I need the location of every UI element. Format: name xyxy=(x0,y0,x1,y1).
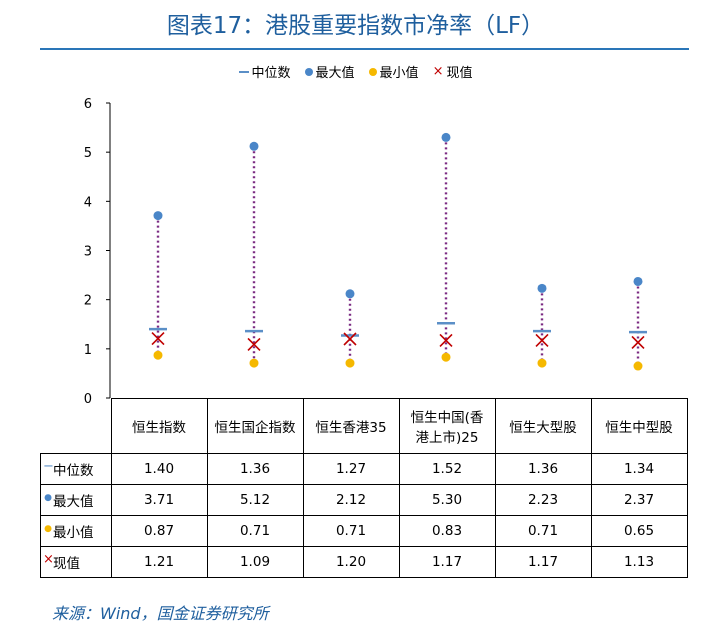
table-row: ●最大值 3.71 5.12 2.12 5.30 2.23 2.37 xyxy=(40,483,688,516)
value-cell: 1.34 xyxy=(590,452,688,485)
y-tick-label: 3 xyxy=(84,245,92,260)
legend: 中位数 最大值 最小值 × 现值 xyxy=(0,62,711,81)
legend-current-label: 现值 xyxy=(446,66,473,81)
value-cell: 1.20 xyxy=(302,545,400,578)
min-point xyxy=(633,361,643,371)
y-tick-label: 1 xyxy=(84,343,92,358)
value-cell: 2.37 xyxy=(590,483,688,516)
max-dot-icon xyxy=(304,67,313,76)
current-mark xyxy=(247,337,261,351)
min-dot-icon xyxy=(368,67,377,76)
min-point xyxy=(249,358,259,368)
median-marker-icon xyxy=(238,70,249,73)
value-cell: 0.71 xyxy=(206,514,304,547)
max-point xyxy=(441,132,451,142)
value-cell: 3.71 xyxy=(110,483,208,516)
current-mark xyxy=(631,335,645,350)
value-cell: 5.30 xyxy=(398,483,496,516)
y-tick-label: 6 xyxy=(84,97,92,112)
value-cell: 0.87 xyxy=(110,514,208,547)
current-mark xyxy=(535,333,549,348)
legend-median-label: 中位数 xyxy=(251,66,291,81)
value-cell: 0.65 xyxy=(590,514,688,547)
value-cell: 2.23 xyxy=(494,483,592,516)
category-label: 恒生国企指数 xyxy=(214,419,296,436)
table-row: −中位数 1.40 1.36 1.27 1.52 1.36 1.34 xyxy=(40,452,688,485)
value-cell: 1.17 xyxy=(494,545,592,578)
value-cell: 1.52 xyxy=(398,452,496,485)
chart-title: 图表17：港股重要指数市净率（LF） xyxy=(166,13,545,39)
category-header-cell: 恒生香港35 xyxy=(302,398,400,454)
category-label: 恒生大型股 xyxy=(509,419,577,436)
current-symbol-icon: × xyxy=(43,551,54,567)
value-cell: 2.12 xyxy=(302,483,400,516)
table-header-row: 恒生指数 恒生国企指数 恒生香港35 恒生中国(香 港上市)25 恒生大型股 恒生中型股 xyxy=(40,398,688,454)
category-header-cell: 恒生中型股 xyxy=(590,398,688,454)
max-point xyxy=(537,283,547,293)
max-point xyxy=(345,289,355,299)
max-point xyxy=(153,211,163,221)
row-label-cell: −中位数 xyxy=(40,452,112,485)
value-cell: 1.21 xyxy=(110,545,208,578)
max-symbol-icon: ● xyxy=(44,493,52,503)
current-mark xyxy=(439,333,453,348)
legend-max-label: 最大值 xyxy=(315,66,355,81)
value-cell: 0.83 xyxy=(398,514,496,547)
data-table: 恒生指数 恒生国企指数 恒生香港35 恒生中国(香 港上市)25 恒生大型股 恒生中型股 −… xyxy=(40,398,688,578)
value-cell: 1.09 xyxy=(206,545,304,578)
min-point xyxy=(441,352,451,362)
title-divider xyxy=(40,48,689,50)
y-tick-label: 5 xyxy=(84,146,92,161)
value-cell: 1.36 xyxy=(494,452,592,485)
row-label: 最小值 xyxy=(53,524,94,541)
row-label-cell: ●最小值 xyxy=(40,514,112,547)
category-header-cell: 恒生中国(香 港上市)25 xyxy=(398,398,496,454)
row-label: 最大值 xyxy=(53,493,94,510)
row-label: 现值 xyxy=(53,555,80,572)
median-symbol-icon: − xyxy=(43,458,54,474)
min-point xyxy=(537,358,547,368)
table-corner-cell xyxy=(40,398,112,454)
category-header-cell: 恒生国企指数 xyxy=(206,398,304,454)
legend-min-label: 最小值 xyxy=(379,66,419,81)
table-row: ×现值 1.21 1.09 1.20 1.17 1.17 1.13 xyxy=(40,545,688,578)
value-cell: 1.40 xyxy=(110,452,208,485)
category-label: 港上市)25 xyxy=(415,429,479,446)
legend-current: × 现值 xyxy=(433,62,473,81)
y-tick-label: 4 xyxy=(84,195,92,210)
min-point xyxy=(153,350,163,360)
legend-max: 最大值 xyxy=(304,62,355,81)
value-cell: 0.71 xyxy=(302,514,400,547)
category-header-cell: 恒生大型股 xyxy=(494,398,592,454)
value-cell: 1.13 xyxy=(590,545,688,578)
category-label: 恒生指数 xyxy=(132,419,186,436)
value-cell: 1.36 xyxy=(206,452,304,485)
min-point xyxy=(345,358,355,368)
value-cell: 1.27 xyxy=(302,452,400,485)
table-row: ●最小值 0.87 0.71 0.71 0.83 0.71 0.65 xyxy=(40,514,688,547)
category-label: 恒生香港35 xyxy=(315,419,387,436)
value-cell: 0.71 xyxy=(494,514,592,547)
max-point xyxy=(633,276,643,286)
max-point xyxy=(249,141,259,151)
category-label: 恒生中国(香 xyxy=(410,409,484,426)
source-note: 来源：Wind，国金证券研究所 xyxy=(52,604,269,623)
current-x-icon: × xyxy=(432,64,444,79)
row-label: 中位数 xyxy=(53,462,94,479)
row-label-cell: ×现值 xyxy=(40,545,112,578)
y-tick-label: 2 xyxy=(84,294,92,309)
legend-min: 最小值 xyxy=(368,62,419,81)
legend-median: 中位数 xyxy=(238,62,291,81)
value-cell: 5.12 xyxy=(206,483,304,516)
category-label: 恒生中型股 xyxy=(605,419,673,436)
min-symbol-icon: ● xyxy=(44,524,52,534)
current-mark xyxy=(343,332,357,346)
row-label-cell: ●最大值 xyxy=(40,483,112,516)
category-header-cell: 恒生指数 xyxy=(110,398,208,454)
value-cell: 1.17 xyxy=(398,545,496,578)
current-mark xyxy=(151,331,165,346)
